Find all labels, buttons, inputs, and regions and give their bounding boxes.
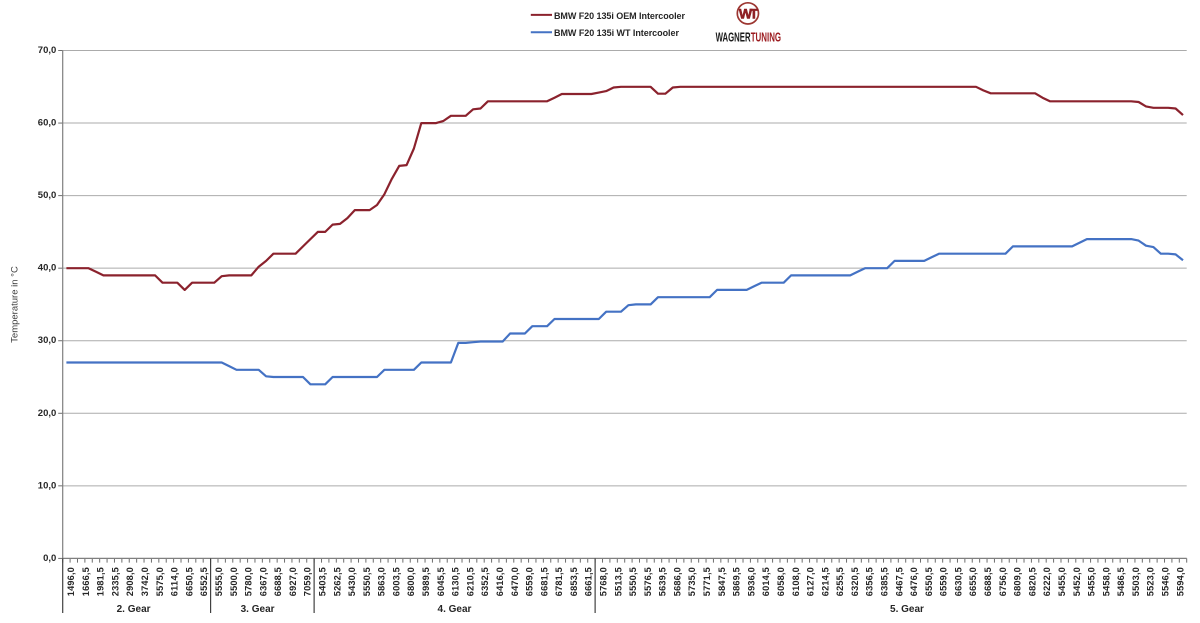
svg-text:6927,0: 6927,0 bbox=[288, 567, 298, 596]
svg-text:6108,0: 6108,0 bbox=[791, 567, 801, 596]
svg-text:6045,5: 6045,5 bbox=[436, 567, 446, 596]
svg-text:6630,5: 6630,5 bbox=[953, 567, 963, 596]
svg-text:5550,5: 5550,5 bbox=[362, 567, 372, 596]
svg-text:6820,5: 6820,5 bbox=[1027, 567, 1037, 596]
svg-text:3742,0: 3742,0 bbox=[140, 567, 150, 596]
svg-text:6130,5: 6130,5 bbox=[451, 567, 461, 596]
svg-text:70,0: 70,0 bbox=[38, 45, 57, 56]
svg-text:TUNING: TUNING bbox=[751, 31, 781, 45]
svg-text:6255,5: 6255,5 bbox=[835, 567, 845, 596]
svg-text:5486,5: 5486,5 bbox=[1116, 567, 1126, 596]
svg-text:1981,5: 1981,5 bbox=[96, 567, 106, 596]
svg-text:6114,0: 6114,0 bbox=[170, 567, 180, 596]
svg-text:6003,5: 6003,5 bbox=[391, 567, 401, 596]
svg-text:6320,5: 6320,5 bbox=[850, 567, 860, 596]
svg-text:6559,0: 6559,0 bbox=[525, 567, 535, 596]
svg-text:5455,0: 5455,0 bbox=[1087, 567, 1097, 596]
svg-text:6476,0: 6476,0 bbox=[909, 567, 919, 596]
svg-text:5523,0: 5523,0 bbox=[1146, 567, 1156, 596]
svg-text:5989,5: 5989,5 bbox=[421, 567, 431, 596]
svg-text:5576,5: 5576,5 bbox=[643, 567, 653, 596]
svg-text:6014,5: 6014,5 bbox=[761, 567, 771, 596]
svg-text:5869,5: 5869,5 bbox=[732, 567, 742, 596]
svg-text:5513,5: 5513,5 bbox=[613, 567, 623, 596]
svg-text:5503,0: 5503,0 bbox=[1131, 567, 1141, 596]
svg-text:6214,5: 6214,5 bbox=[820, 567, 830, 596]
svg-text:40,0: 40,0 bbox=[38, 263, 57, 274]
svg-text:5262,5: 5262,5 bbox=[332, 567, 342, 596]
svg-text:6470,0: 6470,0 bbox=[510, 567, 520, 596]
svg-text:6559,0: 6559,0 bbox=[939, 567, 949, 596]
svg-text:6650,5: 6650,5 bbox=[184, 567, 194, 596]
svg-text:BMW F20 135i WT Intercooler: BMW F20 135i WT Intercooler bbox=[554, 28, 679, 38]
svg-text:WAGNER: WAGNER bbox=[716, 31, 751, 45]
svg-text:6800,0: 6800,0 bbox=[406, 567, 416, 596]
svg-text:5430,0: 5430,0 bbox=[347, 567, 357, 596]
svg-text:5550,5: 5550,5 bbox=[628, 567, 638, 596]
svg-text:6467,5: 6467,5 bbox=[894, 567, 904, 596]
svg-text:6127,0: 6127,0 bbox=[806, 567, 816, 596]
svg-text:4. Gear: 4. Gear bbox=[438, 604, 472, 615]
svg-text:6385,5: 6385,5 bbox=[880, 567, 890, 596]
svg-text:60,0: 60,0 bbox=[38, 118, 57, 129]
svg-text:3. Gear: 3. Gear bbox=[241, 604, 275, 615]
svg-text:6688,5: 6688,5 bbox=[273, 567, 283, 596]
svg-text:5768,0: 5768,0 bbox=[599, 567, 609, 596]
svg-text:5686,0: 5686,0 bbox=[672, 567, 682, 596]
svg-text:6756,0: 6756,0 bbox=[998, 567, 1008, 596]
svg-text:6655,0: 6655,0 bbox=[968, 567, 978, 596]
svg-text:Temperature in °C: Temperature in °C bbox=[10, 266, 21, 343]
svg-text:5575,0: 5575,0 bbox=[155, 567, 165, 596]
svg-text:5735,0: 5735,0 bbox=[687, 567, 697, 596]
svg-text:5555,0: 5555,0 bbox=[214, 567, 224, 596]
svg-text:5403,5: 5403,5 bbox=[318, 567, 328, 596]
svg-text:2335,5: 2335,5 bbox=[110, 567, 120, 596]
svg-text:6210,5: 6210,5 bbox=[465, 567, 475, 596]
svg-text:6809,0: 6809,0 bbox=[1013, 567, 1023, 596]
svg-text:6058,0: 6058,0 bbox=[776, 567, 786, 596]
svg-text:5936,0: 5936,0 bbox=[746, 567, 756, 596]
svg-text:5863,0: 5863,0 bbox=[377, 567, 387, 596]
svg-text:6552,5: 6552,5 bbox=[199, 567, 209, 596]
svg-text:5771,5: 5771,5 bbox=[702, 567, 712, 596]
svg-text:5. Gear: 5. Gear bbox=[890, 604, 924, 615]
svg-text:2. Gear: 2. Gear bbox=[117, 604, 151, 615]
svg-text:50,0: 50,0 bbox=[38, 190, 57, 201]
svg-text:6356,5: 6356,5 bbox=[865, 567, 875, 596]
svg-text:5639,5: 5639,5 bbox=[658, 567, 668, 596]
svg-text:5500,0: 5500,0 bbox=[229, 567, 239, 596]
svg-text:0,0: 0,0 bbox=[43, 553, 56, 564]
svg-text:20,0: 20,0 bbox=[38, 408, 57, 419]
svg-text:5455,0: 5455,0 bbox=[1057, 567, 1067, 596]
svg-text:6688,5: 6688,5 bbox=[983, 567, 993, 596]
svg-text:5847,5: 5847,5 bbox=[717, 567, 727, 596]
svg-text:1496,0: 1496,0 bbox=[66, 567, 76, 596]
svg-text:6222,0: 6222,0 bbox=[1042, 567, 1052, 596]
svg-text:5594,0: 5594,0 bbox=[1175, 567, 1185, 596]
svg-text:1666,5: 1666,5 bbox=[81, 567, 91, 596]
svg-text:6550,5: 6550,5 bbox=[924, 567, 934, 596]
svg-text:7059,0: 7059,0 bbox=[303, 567, 313, 596]
svg-text:5546,0: 5546,0 bbox=[1161, 567, 1171, 596]
svg-text:6853,5: 6853,5 bbox=[569, 567, 579, 596]
svg-text:6681,5: 6681,5 bbox=[539, 567, 549, 596]
svg-text:6661,5: 6661,5 bbox=[584, 567, 594, 596]
svg-text:6781,5: 6781,5 bbox=[554, 567, 564, 596]
svg-text:5780,0: 5780,0 bbox=[244, 567, 254, 596]
svg-text:2908,0: 2908,0 bbox=[125, 567, 135, 596]
svg-text:10,0: 10,0 bbox=[38, 480, 57, 491]
svg-text:6416,0: 6416,0 bbox=[495, 567, 505, 596]
svg-text:5452,0: 5452,0 bbox=[1072, 567, 1082, 596]
svg-text:WT: WT bbox=[739, 5, 759, 21]
svg-text:BMW F20 135i OEM Intercooler: BMW F20 135i OEM Intercooler bbox=[554, 11, 685, 21]
svg-text:5458,0: 5458,0 bbox=[1101, 567, 1111, 596]
svg-text:6367,0: 6367,0 bbox=[258, 567, 268, 596]
svg-text:30,0: 30,0 bbox=[38, 335, 57, 346]
svg-text:6352,5: 6352,5 bbox=[480, 567, 490, 596]
